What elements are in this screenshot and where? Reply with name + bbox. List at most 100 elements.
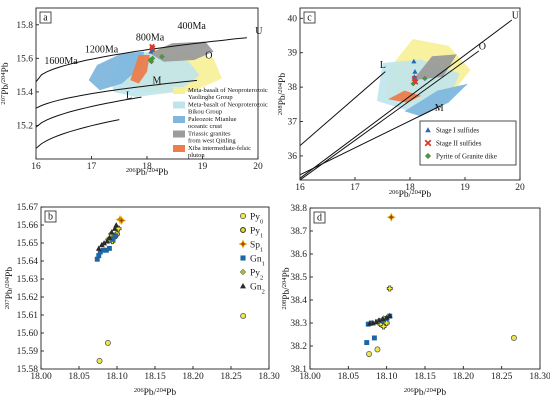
x-tick-label: 18.30: [258, 372, 280, 382]
y-tick-label: 38.2: [290, 342, 307, 352]
y-tick-label: 15.2: [16, 121, 33, 131]
y-tick-label: 38.5: [290, 273, 307, 283]
legend-item: Py0: [240, 213, 263, 225]
gn1-point: [100, 247, 106, 253]
legend-swatch: [173, 145, 185, 152]
x-tick-label: 18.15: [144, 372, 166, 382]
sp1-point: [386, 212, 396, 222]
age-label-1200: 1200Ma: [85, 44, 119, 55]
py0-point: [374, 346, 381, 353]
x-tick-label: 16: [295, 183, 305, 193]
py0-point: [104, 339, 111, 346]
field-triassic-granites: [412, 54, 457, 81]
legend-field-label: Meta-basalt of Neoproterozoic Bikou Group: [188, 102, 268, 116]
age-label-1600: 1600Ma: [44, 56, 78, 67]
gn1-point: [364, 340, 370, 346]
legend-item: Gn1: [240, 255, 265, 268]
panel-label-box: [44, 210, 57, 223]
legend-item: Gn2: [240, 283, 265, 296]
y-tick-label: 15.62: [17, 293, 39, 303]
pyrite-point: [159, 53, 165, 60]
legend-box: [419, 120, 517, 166]
x-tick-label: 17: [350, 183, 360, 193]
plot-area: [364, 212, 517, 357]
age-label-400: 400Ma: [178, 21, 207, 32]
gn1-point: [371, 335, 377, 341]
x-tick-label: 18.05: [68, 372, 90, 382]
y-tick-label: 15.61: [17, 311, 39, 321]
legend-marker: [240, 213, 247, 220]
py0-point: [96, 357, 103, 364]
curve-m: [300, 105, 441, 176]
x-axis-label: 206Pb/204Pb: [404, 387, 446, 399]
gn2-point: [113, 222, 120, 228]
curve-o: [36, 79, 198, 109]
gn2-point: [108, 229, 115, 235]
gn1-point: [94, 256, 100, 262]
gn2-point: [373, 318, 379, 325]
curve-label-u: U: [512, 10, 520, 21]
legend-field-item: Meta-basalt of Neoproterozoic Yaolinghe G…: [173, 87, 268, 101]
gn1-point: [97, 249, 103, 255]
curve-label-l: L: [380, 60, 386, 71]
legend-swatch: [173, 116, 185, 123]
panel-label: b: [48, 212, 53, 223]
y-tick-label: 15.6: [16, 54, 33, 64]
legend-item: Sp1: [238, 239, 263, 253]
gn1-point: [103, 247, 109, 253]
legend-marker: [424, 152, 432, 160]
gn1-point: [113, 233, 118, 239]
y-tick-label: 38.6: [290, 250, 307, 260]
panel-label: d: [317, 213, 322, 224]
y-tick-label: 38.1: [290, 365, 307, 375]
x-tick-label: 18.15: [414, 372, 436, 382]
legend-marker: [424, 139, 432, 147]
gn1-point: [109, 236, 115, 242]
py0-point: [366, 351, 372, 357]
y-tick-label: 36: [288, 152, 298, 162]
age-label-800: 800Ma: [136, 33, 165, 44]
y-axis-label: 207Pb/204Pb: [0, 62, 11, 104]
plot-frame: [309, 207, 541, 370]
gn2-point: [95, 245, 102, 251]
panel-d: 18.00 18.05 18.10 18.15 18.20 18.25 18.30 38.1 3…: [281, 204, 550, 398]
legend-field-label: Xiba intermediate-felsic pluton: [188, 145, 251, 159]
y-tick-label: 38.8: [290, 204, 307, 214]
field-mianlue: [404, 83, 468, 117]
gn1-point: [96, 253, 102, 259]
pyrite-point: [422, 75, 428, 82]
stage2-point: [412, 79, 419, 85]
x-tick-label: 18.05: [338, 372, 360, 382]
y-tick-label: 38: [288, 83, 298, 93]
panel-label-box: [39, 11, 52, 24]
legend-fields: Meta-basalt of Neoproterozoic Yaolinghe G…: [173, 87, 268, 159]
legend-label: Gn1: [250, 255, 265, 268]
y-tick-label: 37: [288, 118, 298, 128]
curve-label-l: L: [126, 91, 132, 102]
legend-marker: [240, 227, 246, 233]
legend-label: Gn2: [250, 283, 265, 296]
field-xiba-pluton: [130, 55, 150, 84]
panel-label-box: [313, 211, 326, 224]
x-tick-label: 19: [198, 162, 208, 172]
stage2-point: [411, 75, 418, 82]
gn2-point: [386, 312, 393, 318]
x-axis-label: 206Pb/204Pb: [126, 167, 168, 179]
x-tick-label: 18.25: [220, 372, 242, 382]
plot-area: [300, 19, 513, 180]
legend-item: Pyrite of Granite dike: [424, 152, 497, 161]
stage1-point: [411, 58, 417, 64]
legend-marker: [240, 283, 246, 289]
y-tick-label: 15.58: [17, 365, 39, 375]
legend-item: Py2: [239, 269, 263, 281]
py1-point: [380, 323, 387, 330]
legend-field-item: Meta-basalt of Neoproterozoic Bikou Group: [173, 101, 268, 116]
legend-field-label: Meta-basalt of Neoproterozoic Yaolinghe G…: [188, 87, 268, 101]
curve-u: [300, 19, 513, 179]
x-axis-label: 206Pb/204Pb: [389, 189, 431, 201]
x-tick-label: 20: [515, 183, 525, 193]
panel-label-box: [303, 11, 316, 24]
y-tick-label: 39: [288, 49, 298, 59]
